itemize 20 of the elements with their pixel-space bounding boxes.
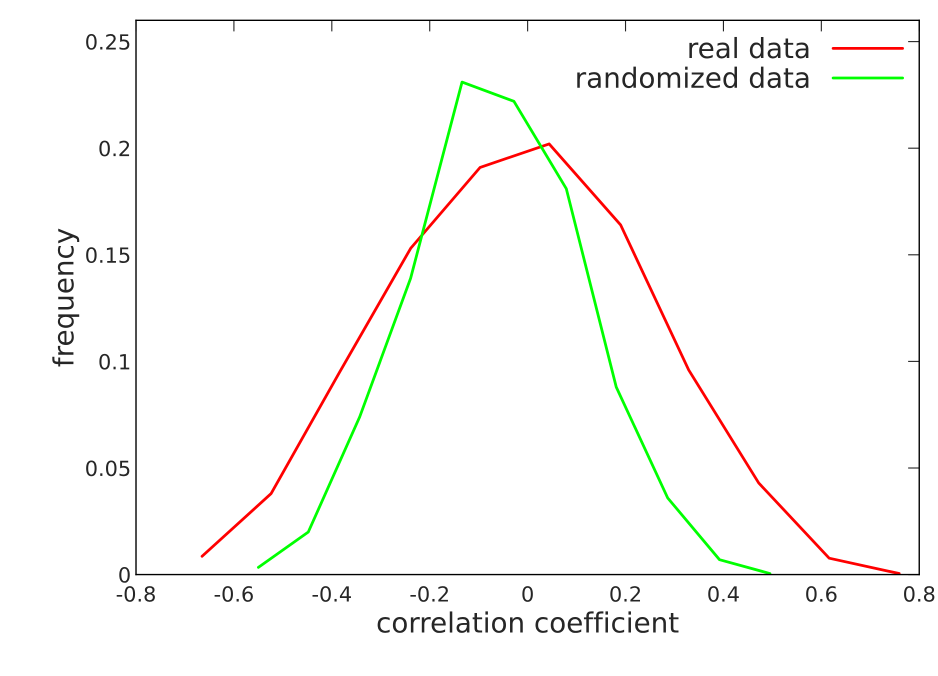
x-tick-label: -0.6 bbox=[214, 586, 253, 602]
x-tick-label: 0.2 bbox=[610, 586, 640, 602]
x-tick-label: -0.4 bbox=[312, 586, 351, 602]
y-tick-label: 0.2 bbox=[99, 140, 130, 156]
y-tick-label: 0.1 bbox=[99, 354, 130, 370]
x-tick-label: 0.6 bbox=[806, 586, 837, 602]
y-axis-title: frequency bbox=[52, 228, 80, 366]
y-tick-label: 0.15 bbox=[86, 247, 130, 264]
y-tick-label: 0 bbox=[119, 567, 130, 583]
legend-label: randomized data bbox=[577, 66, 808, 88]
x-tick-label: -0.2 bbox=[410, 586, 448, 602]
x-axis-title: correlation coefficient bbox=[378, 611, 678, 633]
x-tick-label: 0.4 bbox=[708, 586, 739, 602]
legend-label: real data bbox=[689, 36, 808, 58]
x-tick-label: 0.8 bbox=[904, 586, 934, 602]
y-tick-label: 0.25 bbox=[86, 34, 130, 50]
x-tick-label: 0 bbox=[522, 586, 533, 602]
x-tick-label: -0.8 bbox=[116, 586, 155, 602]
line-series bbox=[200, 142, 901, 575]
y-tick-label: 0.05 bbox=[86, 460, 130, 476]
